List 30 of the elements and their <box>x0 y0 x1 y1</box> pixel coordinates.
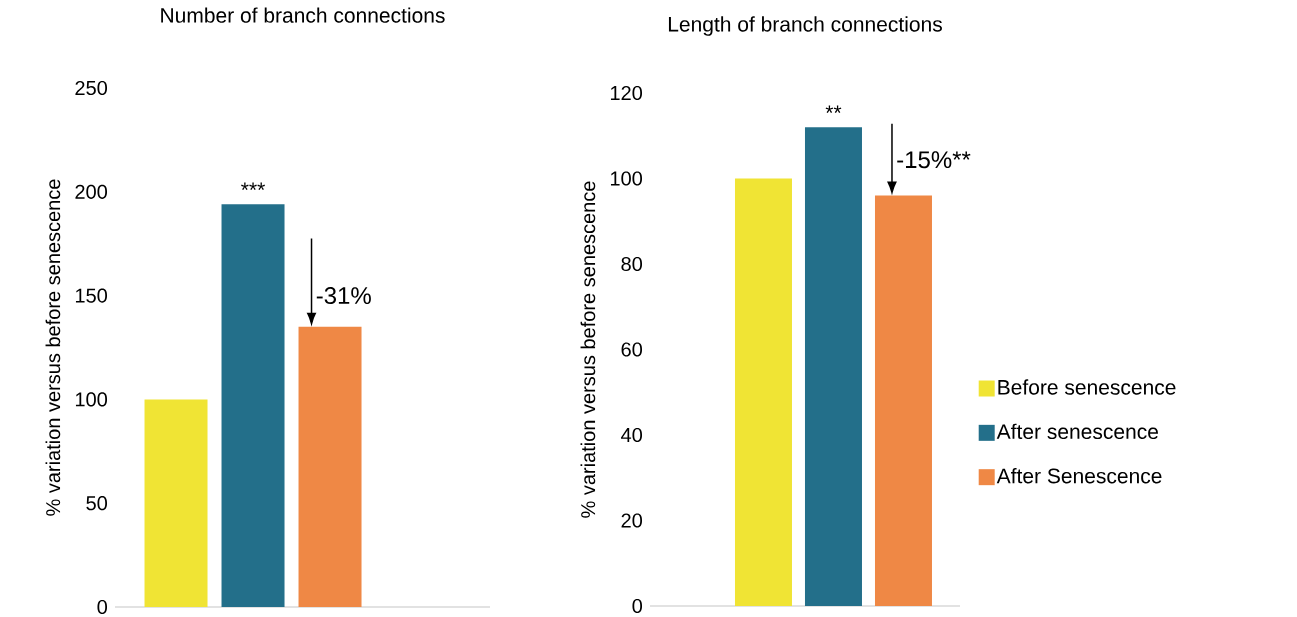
annotation: -31% <box>316 287 371 305</box>
legend-label: Before senescence <box>998 379 1176 395</box>
y-tick-label: 250 <box>75 80 108 96</box>
y-tick-label: 20 <box>621 513 643 528</box>
legend-label: After Senescence <box>996 467 1162 484</box>
y-tick-label: 50 <box>86 496 108 511</box>
bar <box>734 178 792 606</box>
y-axis-title: % variation versus before senescence <box>45 179 61 516</box>
bar <box>298 326 362 607</box>
y-tick-label: 100 <box>610 171 643 186</box>
y-tick-label: 40 <box>621 427 643 443</box>
y-tick-label: 150 <box>75 288 108 303</box>
bar <box>144 399 208 607</box>
y-tick-label: 120 <box>610 85 643 101</box>
annotation: *** <box>241 182 265 190</box>
chart-title: Length of branch connections <box>668 16 942 36</box>
y-tick-label: 100 <box>75 392 108 407</box>
legend-label: After senescence <box>996 423 1158 440</box>
y-tick-label: 0 <box>632 598 643 614</box>
y-tick-label: 60 <box>621 342 643 357</box>
bar <box>874 195 932 606</box>
y-axis-title: % variation versus before senescence <box>580 181 596 518</box>
y-tick-label: 80 <box>621 256 643 272</box>
y-tick-label: 0 <box>97 599 108 615</box>
bar <box>804 127 862 606</box>
annotation: ** <box>825 105 842 113</box>
bar <box>221 204 285 607</box>
annotation: -15%** <box>897 151 971 169</box>
y-tick-label: 200 <box>75 184 108 199</box>
chart-title: Number of branch connections <box>161 7 445 23</box>
